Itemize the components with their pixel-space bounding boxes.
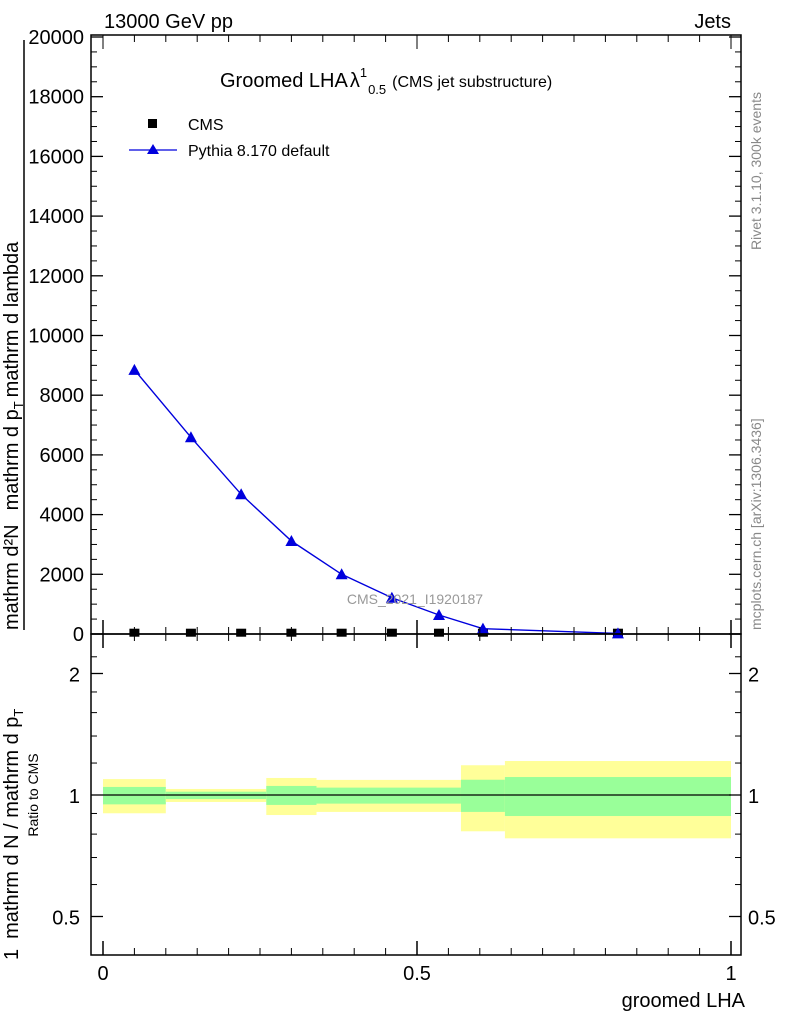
ylabel-lower: 1 mathrm d N / mathrm d pT: [1, 709, 26, 960]
y-tick-label: 2000: [40, 564, 85, 586]
x-tick-label: 0: [97, 963, 108, 985]
y-tick-label: 4000: [40, 505, 85, 527]
mcplots-label: mcplots.cern.ch [arXiv:1306.3436]: [748, 418, 764, 630]
cms-data-point: [386, 628, 397, 637]
ratio-y-tick-label-right: 1: [748, 786, 759, 808]
y-tick-label: 14000: [28, 206, 84, 228]
pythia-data-point: [235, 488, 248, 500]
cms-data-point: [185, 628, 196, 637]
header-right: Jets: [694, 11, 731, 33]
legend-cms-marker: [148, 119, 157, 128]
y-tick-label: 10000: [28, 326, 84, 348]
ylabel-denom2-tail: mathrm d lambda: [1, 241, 23, 397]
pythia-data-point: [184, 431, 197, 443]
y-tick-label: 16000: [28, 146, 84, 168]
title-sub: 0.5: [368, 82, 386, 97]
title-main: Groomed LHA: [220, 70, 348, 92]
ratio-frame: [90, 633, 742, 956]
ylabel-denom2-sub: T: [11, 401, 26, 409]
y-tick-label: 0: [73, 624, 84, 646]
ratio-band-inner: [103, 786, 166, 805]
ylabel-numerator: mathrm d²N: [1, 524, 23, 630]
y-tick-label: 6000: [40, 445, 85, 467]
y-tick-label: 8000: [40, 385, 85, 407]
ratio-y-tick-label: 1: [69, 786, 80, 808]
ylabel-one: 1: [1, 949, 23, 960]
y-tick-label: 18000: [28, 87, 84, 109]
ylabel-denom-text: mathrm d N / mathrm d p: [1, 717, 23, 939]
pythia-data-point: [285, 535, 298, 547]
watermark: CMS_2021_I1920187: [347, 591, 483, 607]
ratio-bands: [103, 761, 731, 839]
ratio-y-tick-label: 2: [69, 665, 80, 687]
title-suffix: (CMS jet substructure): [392, 74, 552, 91]
legend-mc-label: Pythia 8.170 default: [188, 143, 330, 160]
ratio-ylabel: Ratio to CMS: [25, 753, 41, 836]
ylabel-denom2-text: mathrm d p: [1, 409, 23, 510]
ratio-y-tick-label-right: 2: [748, 665, 759, 687]
ylabel-denom-sub: T: [11, 709, 26, 717]
legend-cms-label: CMS: [188, 117, 224, 134]
ratio-y-tick-label: 0.5: [52, 908, 80, 930]
y-tick-label: 12000: [28, 266, 84, 288]
pythia-data-point: [432, 609, 445, 621]
ratio-y-tick-label-right: 0.5: [748, 908, 776, 930]
y-tick-label: 20000: [28, 27, 84, 49]
x-tick-label: 1: [725, 963, 736, 985]
header-left: 13000 GeV pp: [104, 11, 233, 33]
pythia-data-point: [128, 363, 141, 375]
chart-title: Groomed LHA λ10.5 (CMS jet substructure): [220, 65, 552, 97]
x-tick-label: 0.5: [403, 963, 431, 985]
legend: CMS Pythia 8.170 default: [129, 117, 330, 160]
title-sup: 1: [360, 65, 367, 80]
rivet-label: Rivet 3.1.10, 300k events: [748, 92, 764, 250]
ratio-band-inner: [460, 779, 505, 812]
axes: 0 2000 4000 6000 8000 10000 12000 14000 16000 180…: [28, 27, 775, 985]
cms-data-point: [433, 628, 444, 637]
cms-data-point: [336, 628, 347, 637]
y-axis-label: 1mathrm d N / mathrm d pT mathrm d²Nmath…: [1, 40, 26, 960]
cms-data-point: [236, 628, 247, 637]
pythia-data-point: [335, 568, 348, 580]
pythia-data-point: [385, 591, 398, 603]
ylabel-upper: mathrm d²N mathrm d pTmathrm d lambda: [1, 241, 26, 630]
title-symbol: λ: [350, 70, 360, 92]
x-axis-label: groomed LHA: [622, 990, 746, 1012]
pythia-data-point: [611, 627, 624, 639]
legend-mc-marker: [147, 144, 159, 154]
ratio-band-inner: [504, 777, 731, 817]
